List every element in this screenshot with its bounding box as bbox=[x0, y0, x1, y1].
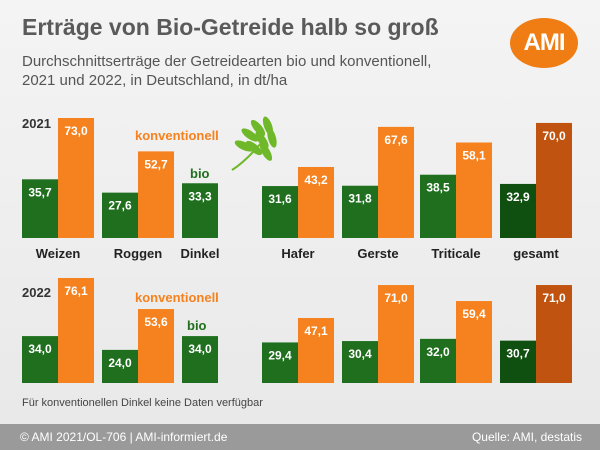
label-conventional-hafer: 43,2 bbox=[304, 173, 328, 187]
wheat-icon bbox=[231, 116, 277, 171]
category-label-triticale: Triticale bbox=[431, 246, 480, 261]
bar-conventional-hafer bbox=[298, 318, 334, 383]
category-label-dinkel: Dinkel bbox=[180, 246, 219, 261]
bar-bio-weizen bbox=[22, 336, 58, 383]
bar-conventional-gesamt bbox=[536, 285, 572, 383]
label-bio-triticale: 32,0 bbox=[426, 345, 450, 359]
legend-conventional-2022: konventionell bbox=[135, 290, 219, 305]
label-bio-weizen: 34,0 bbox=[28, 342, 52, 356]
category-label-weizen: Weizen bbox=[36, 246, 81, 261]
bar-bio-roggen bbox=[102, 192, 138, 238]
bar-bio-triticale bbox=[420, 338, 456, 383]
ami-logo: AMI bbox=[510, 18, 578, 68]
bar-conventional-weizen bbox=[58, 118, 94, 238]
legend-bio-2021: bio bbox=[190, 166, 210, 181]
bar-conventional-gerste bbox=[378, 285, 414, 383]
category-label-gerste: Gerste bbox=[357, 246, 398, 261]
bar-conventional-weizen bbox=[58, 278, 94, 383]
footnote: Für konventionellen Dinkel keine Daten v… bbox=[22, 397, 263, 409]
label-conventional-gesamt: 71,0 bbox=[542, 291, 566, 305]
label-conventional-weizen: 73,0 bbox=[64, 124, 88, 138]
label-conventional-gerste: 71,0 bbox=[384, 291, 408, 305]
bar-bio-weizen bbox=[22, 179, 58, 238]
label-conventional-roggen: 53,6 bbox=[144, 315, 168, 329]
label-bio-gesamt: 30,7 bbox=[506, 347, 530, 361]
label-conventional-gerste: 67,6 bbox=[384, 133, 408, 147]
label-bio-triticale: 38,5 bbox=[426, 181, 450, 195]
bar-bio-gerste bbox=[342, 185, 378, 238]
label-conventional-roggen: 52,7 bbox=[144, 157, 168, 171]
bar-conventional-triticale bbox=[456, 301, 492, 383]
label-bio-gerste: 30,4 bbox=[348, 347, 372, 361]
label-bio-hafer: 31,6 bbox=[268, 192, 292, 206]
bar-bio-roggen bbox=[102, 349, 138, 383]
bar-bio-gerste bbox=[342, 341, 378, 383]
chart-panel-2022: 34,0 76,1 24,0 53,6 34,0 29,4 47,1 30,4 71,0 32,0… bbox=[22, 278, 572, 383]
label-bio-gesamt: 32,9 bbox=[506, 190, 530, 204]
bar-bio-dinkel bbox=[182, 183, 218, 238]
label-conventional-gesamt: 70,0 bbox=[542, 129, 566, 143]
category-label-roggen: Roggen bbox=[114, 246, 162, 261]
label-bio-dinkel: 34,0 bbox=[188, 342, 212, 356]
bar-chart: 35,7 73,0 Weizen 27,6 52,7 Roggen 33,3 Dinkel 31… bbox=[22, 116, 572, 383]
bar-bio-hafer bbox=[262, 342, 298, 383]
legend-bio-2022: bio bbox=[187, 318, 207, 333]
page-title: Erträge von Bio-Getreide halb so groß bbox=[22, 14, 439, 40]
label-bio-roggen: 27,6 bbox=[108, 199, 132, 213]
label-conventional-triticale: 59,4 bbox=[462, 307, 486, 321]
category-label-hafer: Hafer bbox=[281, 246, 314, 261]
footer-bar: © AMI 2021/OL-706 | AMI-informiert.de Qu… bbox=[0, 424, 600, 450]
chart-panel-2021: 35,7 73,0 Weizen 27,6 52,7 Roggen 33,3 Dinkel 31… bbox=[22, 118, 572, 261]
footer-source: Quelle: AMI, destatis bbox=[471, 430, 582, 444]
bar-conventional-triticale bbox=[456, 142, 492, 238]
bar-bio-hafer bbox=[262, 186, 298, 238]
bar-bio-gesamt bbox=[500, 340, 536, 383]
label-bio-gerste: 31,8 bbox=[348, 192, 372, 206]
bar-bio-triticale bbox=[420, 174, 456, 238]
year-label-2021: 2021 bbox=[22, 116, 51, 131]
legend-conventional-2021: konventionell bbox=[135, 128, 219, 143]
label-bio-dinkel: 33,3 bbox=[188, 189, 212, 203]
category-label-gesamt: gesamt bbox=[513, 246, 559, 261]
footer-copyright: © AMI 2021/OL-706 | AMI-informiert.de bbox=[20, 430, 228, 444]
label-conventional-triticale: 58,1 bbox=[462, 148, 486, 162]
bar-conventional-gerste bbox=[378, 126, 414, 238]
year-label-2022: 2022 bbox=[22, 285, 51, 300]
bar-bio-gesamt bbox=[500, 183, 536, 238]
bar-conventional-roggen bbox=[138, 151, 174, 238]
label-conventional-weizen: 76,1 bbox=[64, 284, 88, 298]
label-bio-hafer: 29,4 bbox=[268, 348, 292, 362]
bar-conventional-hafer bbox=[298, 166, 334, 238]
bar-bio-dinkel bbox=[182, 336, 218, 383]
label-bio-roggen: 24,0 bbox=[108, 356, 132, 370]
label-conventional-hafer: 47,1 bbox=[304, 324, 328, 338]
page-subtitle: Durchschnittserträge der Getreidearten b… bbox=[22, 53, 432, 89]
bar-conventional-gesamt bbox=[536, 122, 572, 238]
bar-conventional-roggen bbox=[138, 309, 174, 383]
label-bio-weizen: 35,7 bbox=[28, 185, 52, 199]
